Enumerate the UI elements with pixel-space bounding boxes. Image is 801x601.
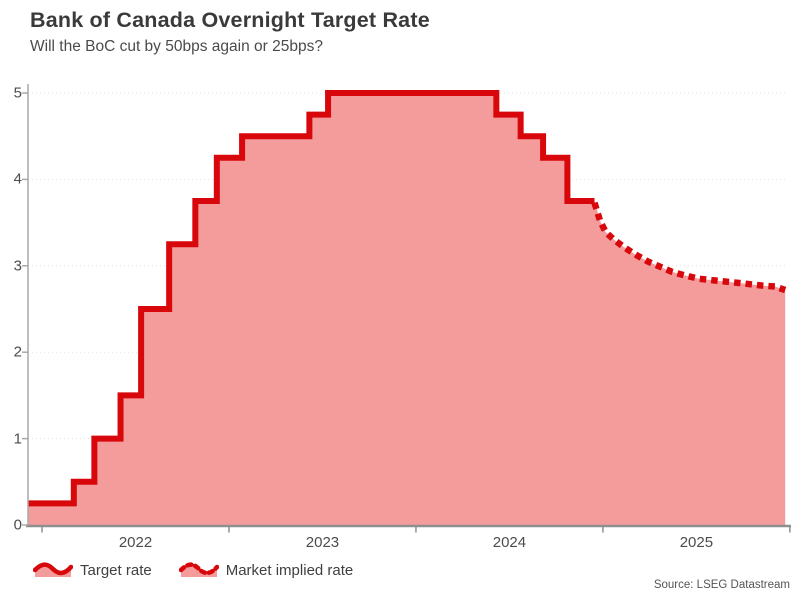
- chart-legend: Target rate Market implied rate: [33, 558, 353, 582]
- legend-label-target-rate: Target rate: [80, 561, 152, 579]
- x-tick-label: 2024: [492, 534, 527, 551]
- y-tick-label: 5: [13, 84, 22, 102]
- target-rate-line-swatch-icon: [33, 562, 73, 577]
- legend-item-target-rate: Target rate: [33, 561, 152, 579]
- legend-label-market-implied-rate: Market implied rate: [225, 561, 354, 579]
- legend-item-market-implied-rate: Market implied rate: [178, 561, 354, 579]
- y-tick-label: 0: [13, 516, 22, 534]
- x-tick-label: 2025: [679, 534, 714, 551]
- x-tick-label: 2023: [305, 534, 340, 551]
- target-rate-line: [28, 90, 595, 507]
- y-tick-label: 4: [13, 170, 22, 188]
- y-tick-label: 3: [13, 257, 22, 275]
- market-implied-rate-dotted-swatch-icon: [178, 562, 219, 577]
- source-credit: Source: LSEG Datastream: [653, 579, 790, 591]
- x-tick-label: 2022: [118, 534, 153, 551]
- chart-subtitle: Will the BoC cut by 50bps again or 25bps…: [30, 38, 323, 55]
- chart-title: Bank of Canada Overnight Target Rate: [30, 8, 430, 32]
- y-tick-label: 2: [13, 343, 22, 361]
- market-implied-rate-line: [591, 201, 787, 294]
- y-tick-label: 1: [13, 430, 22, 448]
